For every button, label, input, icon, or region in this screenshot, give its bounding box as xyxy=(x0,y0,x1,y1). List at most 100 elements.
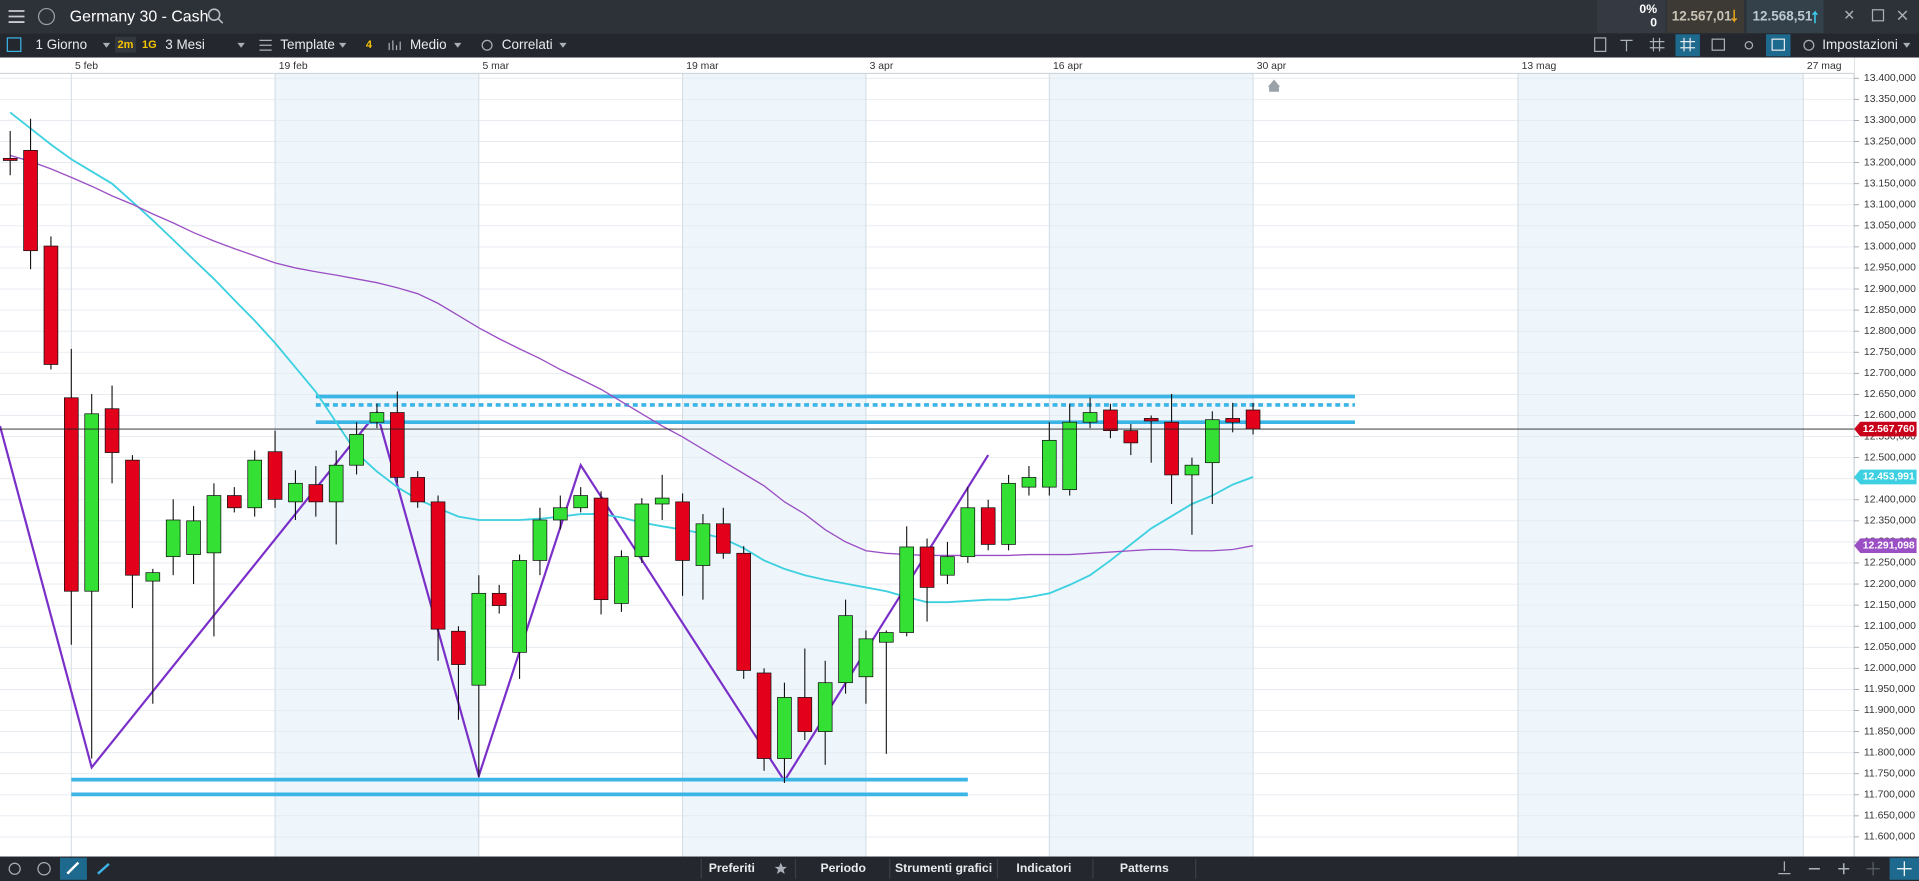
candle-body xyxy=(186,520,201,555)
candle-body xyxy=(695,523,711,566)
interval-select[interactable]: 1 Giorno xyxy=(35,37,87,52)
tool-button[interactable] xyxy=(1620,39,1633,52)
moving-average xyxy=(9,154,1254,557)
tab[interactable]: Patterns xyxy=(1120,861,1169,875)
candle-body xyxy=(1164,421,1179,476)
toolbar xyxy=(0,33,1919,58)
x-tick-label: 27 mag xyxy=(1807,61,1842,72)
candle-body xyxy=(1225,418,1240,423)
y-tick-label: 13.100,000 xyxy=(1864,199,1916,210)
close-button[interactable] xyxy=(1897,10,1908,21)
candle-body xyxy=(1103,409,1118,432)
period-band xyxy=(682,73,866,857)
candle-body xyxy=(23,150,38,252)
tool-button[interactable] xyxy=(1594,37,1607,53)
refresh-button[interactable] xyxy=(8,862,21,875)
candle-body xyxy=(227,495,242,509)
crosshair-button[interactable] xyxy=(1866,862,1880,876)
interval-tag[interactable]: 2m xyxy=(117,39,133,51)
settings-button[interactable]: Impostazioni xyxy=(1822,37,1898,52)
price-flag xyxy=(1854,469,1917,485)
y-tick-label: 13.050,000 xyxy=(1864,221,1916,232)
candle-body xyxy=(247,459,262,509)
y-tick-label: 12.900,000 xyxy=(1864,284,1916,295)
y-tick-label: 12.750,000 xyxy=(1864,347,1916,358)
candle-body xyxy=(1123,430,1139,444)
template-count: 4 xyxy=(366,39,373,51)
search-button[interactable] xyxy=(207,8,224,24)
style-icon xyxy=(388,40,401,51)
tool-button[interactable] xyxy=(1649,37,1665,52)
dropdown-arrow xyxy=(1903,42,1911,48)
candle-body xyxy=(1021,477,1037,488)
interval-tag[interactable]: 1G xyxy=(142,39,157,51)
y-tick-label: 12.100,000 xyxy=(1864,621,1916,632)
price-flag-label: 12.291,098 xyxy=(1863,540,1915,551)
correlated-select[interactable]: Correlati xyxy=(502,37,553,52)
shrink-button[interactable] xyxy=(1845,10,1854,19)
tool-button[interactable] xyxy=(1711,38,1726,51)
buy-price: 12.568,51 xyxy=(1753,9,1813,24)
sell-button[interactable] xyxy=(1666,0,1744,34)
dropdown-arrow xyxy=(102,42,111,48)
tab[interactable]: Strumenti grafici xyxy=(895,861,992,875)
scale-icon xyxy=(1896,861,1912,877)
list-icon[interactable] xyxy=(6,37,22,53)
tab[interactable]: Preferiti xyxy=(709,861,755,875)
candle-body xyxy=(919,546,935,588)
candle-body xyxy=(553,507,568,521)
candle-body xyxy=(491,592,507,606)
price-flag-label: 12.453,991 xyxy=(1863,472,1915,483)
popout-button[interactable] xyxy=(1871,9,1885,22)
range-select[interactable]: 3 Mesi xyxy=(165,37,205,52)
candle-body xyxy=(980,507,996,545)
candle-body xyxy=(369,412,385,423)
candle-body xyxy=(675,501,690,561)
tool-button[interactable] xyxy=(97,862,110,875)
price-flag-label: 12.567,760 xyxy=(1863,424,1915,435)
tag-box xyxy=(115,36,136,53)
candle-body xyxy=(1205,419,1220,464)
tab[interactable]: Periodo xyxy=(820,861,866,875)
y-tick-label: 12.950,000 xyxy=(1864,263,1916,274)
candle-body xyxy=(165,519,181,558)
tab[interactable]: Indicatori xyxy=(1016,861,1071,875)
currency-icon[interactable] xyxy=(37,7,56,26)
candle-body xyxy=(43,245,59,365)
price-axis-bg xyxy=(1854,57,1919,857)
y-tick-label: 12.600,000 xyxy=(1864,410,1916,421)
y-tick-label: 11.950,000 xyxy=(1864,684,1915,695)
change-pct: 0% xyxy=(1639,2,1657,16)
candle-body xyxy=(471,592,487,686)
x-tick-label: 3 apr xyxy=(870,61,894,72)
star-icon[interactable] xyxy=(774,862,787,875)
export-button[interactable] xyxy=(1778,861,1791,875)
y-tick-label: 11.600,000 xyxy=(1864,832,1915,843)
candle-body xyxy=(1042,439,1057,488)
buy-button[interactable] xyxy=(1746,0,1824,34)
style-select[interactable]: Medio xyxy=(410,37,447,52)
y-tick-label: 11.850,000 xyxy=(1864,726,1915,737)
candle-body xyxy=(328,464,344,503)
search-icon xyxy=(207,8,221,21)
price-flag xyxy=(1854,421,1917,437)
y-tick-label: 12.650,000 xyxy=(1864,389,1916,400)
candle-body xyxy=(1001,482,1016,545)
y-tick-label: 12.200,000 xyxy=(1864,579,1916,590)
menu-button[interactable] xyxy=(8,10,25,23)
y-tick-label: 13.000,000 xyxy=(1864,242,1916,253)
y-tick-label: 12.700,000 xyxy=(1864,368,1916,379)
candle-body xyxy=(125,459,140,576)
candle-body xyxy=(104,408,120,453)
tool-button-active[interactable] xyxy=(1675,34,1700,57)
zoom-in-button[interactable] xyxy=(1838,863,1850,875)
candle-body xyxy=(797,697,813,732)
moving-averages xyxy=(9,111,1254,604)
template-select[interactable]: Template xyxy=(280,37,335,52)
candle-body xyxy=(736,552,751,671)
clear-button[interactable] xyxy=(37,862,51,876)
buy-arrow xyxy=(1811,10,1818,24)
tool-button-active[interactable] xyxy=(1766,34,1791,57)
tool-icon xyxy=(1680,37,1696,52)
tool-button[interactable] xyxy=(1744,40,1754,50)
